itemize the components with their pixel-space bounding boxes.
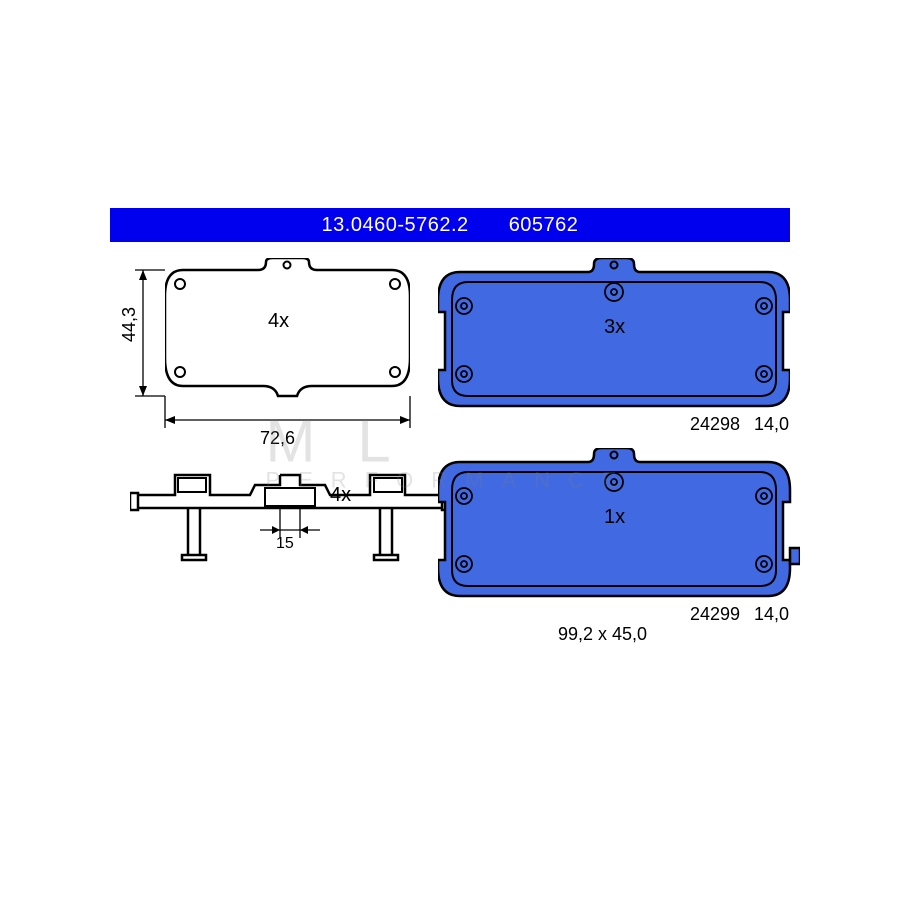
clip-width-label: 15 (276, 535, 294, 553)
shim-width-label: 72,6 (260, 428, 295, 449)
pad-top-qty-label: 3x (604, 316, 625, 339)
clip-drawing (130, 460, 460, 580)
pad-bottom-thickness: 14,0 (754, 604, 789, 625)
pad-top-thickness: 14,0 (754, 414, 789, 435)
diagram-canvas: 13.0460-5762.2 605762 44,3 72,6 4x (0, 0, 900, 900)
header-part-number: 13.0460-5762.2 (322, 214, 469, 237)
header-bar: 13.0460-5762.2 605762 (110, 208, 790, 242)
pad-bottom-qty-label: 1x (604, 506, 625, 529)
shim-height-label: 44,3 (119, 307, 140, 342)
shim-dimensions (105, 248, 425, 448)
shim-qty-label: 4x (268, 310, 289, 333)
pad-top-part-no: 24298 (690, 414, 740, 435)
pad-bottom-part-no: 24299 (690, 604, 740, 625)
clip-qty-label: 4x (330, 484, 351, 507)
pad-bottom-dimensions: 99,2 x 45,0 (558, 624, 647, 645)
header-code: 605762 (509, 214, 579, 237)
